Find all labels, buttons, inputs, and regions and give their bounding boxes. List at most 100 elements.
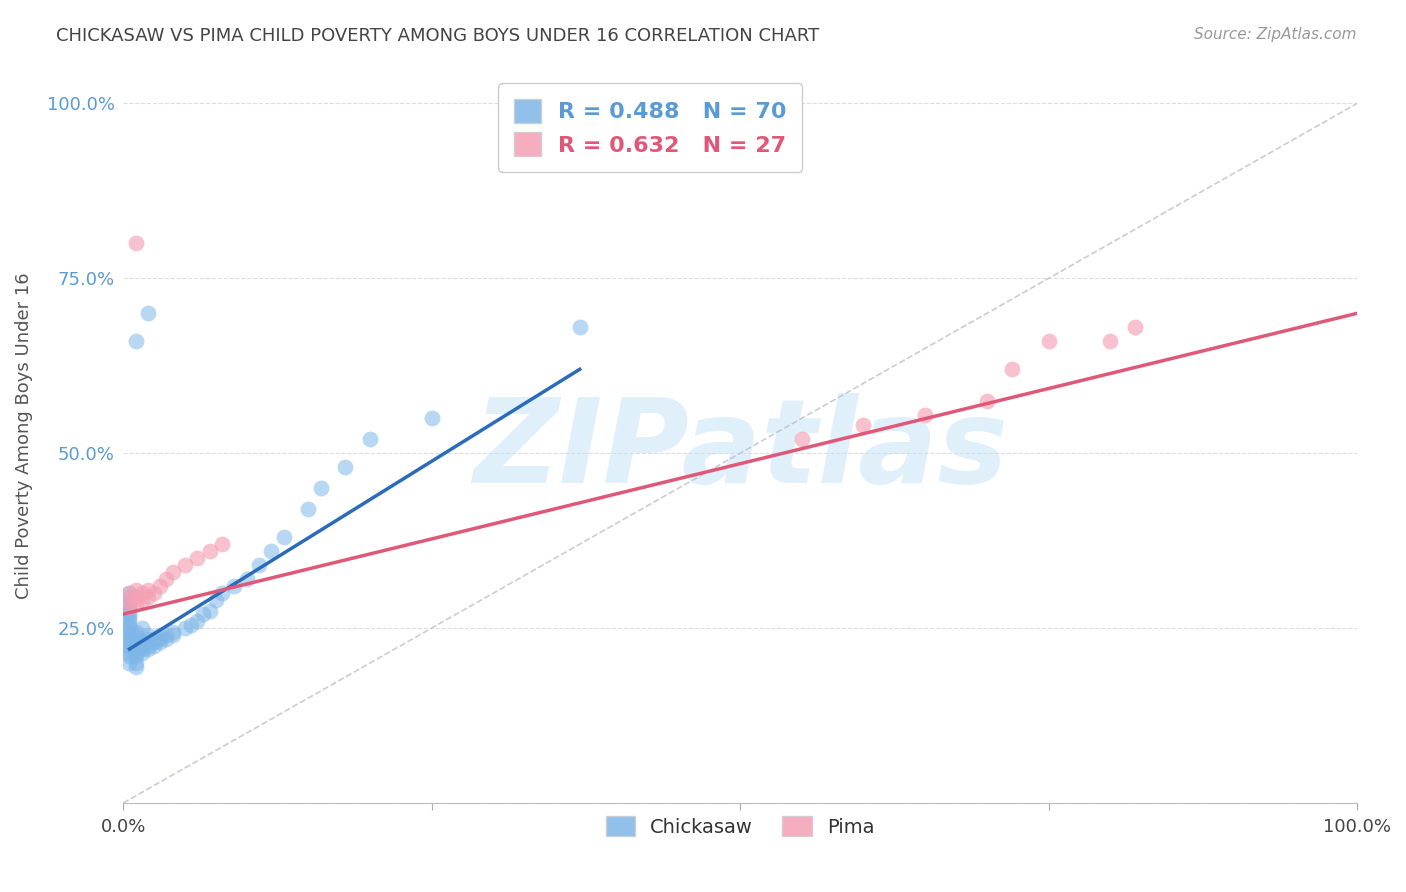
Point (136, 590, 159, 604)
Point (174, 558, 197, 573)
Point (136, 635, 159, 649)
Point (790, 432, 813, 446)
Point (235, 572, 257, 586)
Point (118, 649, 141, 664)
Point (118, 614, 141, 628)
Point (143, 632, 166, 646)
Point (136, 642, 159, 657)
Point (193, 607, 215, 621)
Point (131, 621, 153, 635)
Point (118, 600, 141, 615)
Point (155, 628, 177, 642)
Point (149, 635, 172, 649)
Point (568, 320, 591, 334)
Point (118, 586, 141, 600)
Point (260, 544, 283, 558)
Point (273, 530, 295, 544)
Point (118, 632, 141, 646)
Point (118, 617, 141, 632)
Point (118, 607, 141, 621)
Point (198, 604, 221, 618)
Point (143, 639, 166, 653)
Point (124, 597, 146, 611)
Point (118, 610, 141, 624)
Legend: Chickasaw, Pima: Chickasaw, Pima (598, 808, 883, 845)
Point (335, 460, 357, 475)
Point (149, 628, 172, 642)
Point (359, 432, 381, 446)
Point (118, 642, 141, 657)
Point (198, 544, 221, 558)
Point (118, 600, 141, 615)
Point (118, 635, 141, 649)
Point (131, 642, 153, 657)
Point (124, 236, 146, 251)
Point (136, 632, 159, 646)
Point (124, 582, 146, 597)
Point (136, 639, 159, 653)
Point (124, 628, 146, 642)
Point (118, 646, 141, 660)
Point (118, 593, 141, 607)
Point (131, 635, 153, 649)
Point (211, 537, 233, 551)
Point (204, 593, 226, 607)
Point (118, 604, 141, 618)
Point (309, 481, 332, 495)
Point (1123, 320, 1146, 334)
Point (136, 306, 159, 320)
Point (155, 572, 177, 586)
Point (162, 624, 184, 639)
Point (118, 597, 141, 611)
Point (143, 635, 166, 649)
Point (174, 621, 197, 635)
Y-axis label: Child Poverty Among Boys Under 16: Child Poverty Among Boys Under 16 (15, 272, 32, 599)
Point (162, 565, 184, 579)
Point (1000, 362, 1022, 376)
Point (149, 579, 172, 593)
Point (131, 586, 153, 600)
Point (136, 628, 159, 642)
Point (118, 656, 141, 670)
Point (124, 624, 146, 639)
Point (1099, 334, 1122, 349)
Point (131, 593, 153, 607)
Point (224, 579, 246, 593)
Point (118, 586, 141, 600)
Text: Source: ZipAtlas.com: Source: ZipAtlas.com (1194, 27, 1357, 42)
Point (124, 635, 146, 649)
Point (162, 628, 184, 642)
Text: CHICKASAW VS PIMA CHILD POVERTY AMONG BOYS UNDER 16 CORRELATION CHART: CHICKASAW VS PIMA CHILD POVERTY AMONG BO… (56, 27, 820, 45)
Point (914, 408, 936, 422)
Point (118, 621, 141, 635)
Point (297, 502, 319, 516)
Point (149, 632, 172, 646)
Point (124, 649, 146, 664)
Point (124, 646, 146, 660)
Text: ZIPatlas: ZIPatlas (472, 393, 1008, 508)
Point (124, 642, 146, 657)
Point (124, 632, 146, 646)
Point (155, 632, 177, 646)
Point (186, 551, 208, 566)
Point (143, 586, 166, 600)
Point (211, 586, 233, 600)
Point (124, 659, 146, 673)
Point (118, 639, 141, 653)
Point (136, 582, 159, 597)
Point (124, 590, 146, 604)
Point (118, 624, 141, 639)
Point (124, 656, 146, 670)
Point (131, 639, 153, 653)
Point (247, 558, 270, 573)
Point (118, 628, 141, 642)
Point (131, 646, 153, 660)
Point (186, 614, 208, 628)
Point (124, 334, 146, 349)
Point (1038, 334, 1060, 349)
Point (124, 639, 146, 653)
Point (118, 590, 141, 604)
Point (976, 393, 998, 408)
Point (118, 593, 141, 607)
Point (852, 418, 875, 433)
